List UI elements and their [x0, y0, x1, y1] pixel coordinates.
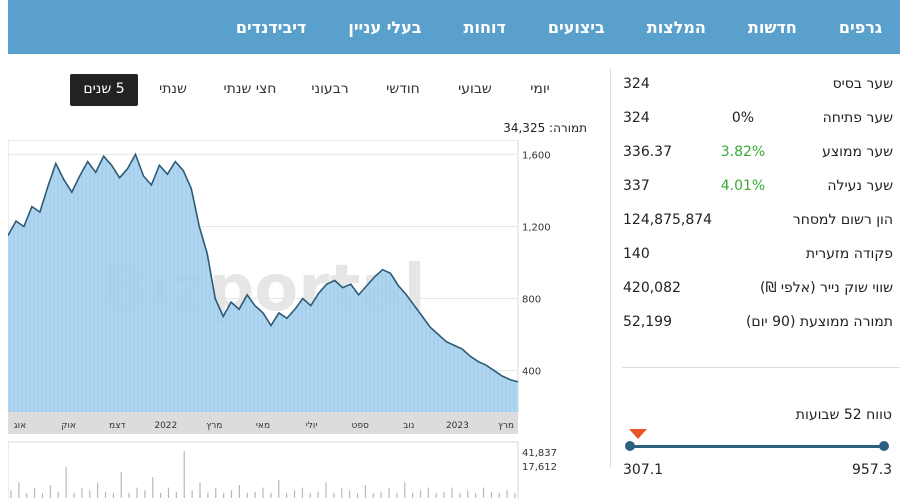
tab-half-yearly[interactable]: חצי שנתי	[223, 81, 277, 97]
stat-value: 420,082	[623, 280, 681, 296]
nav-item-performance[interactable]: ביצועים	[547, 17, 605, 37]
y-tick-label: 1,600	[522, 150, 551, 161]
stats-panel: שער בסיס 324 שער פתיחה 0% 324 שער ממוצע …	[610, 68, 900, 468]
stat-value: 324	[623, 110, 650, 126]
x-tick-label: ספט	[352, 421, 369, 431]
x-tick-label: יולי	[306, 421, 318, 431]
price-area	[8, 154, 518, 412]
stat-average-rate: שער ממוצע 3.82% 336.37	[611, 136, 900, 170]
x-tick-label: מרץ	[498, 421, 514, 431]
stat-change: 3.82%	[720, 144, 766, 160]
stat-change: 4.01%	[720, 178, 766, 194]
stat-value: 336.37	[623, 144, 672, 160]
nav-item-charts[interactable]: גרפים	[838, 17, 882, 37]
tab-daily[interactable]: יומי	[530, 81, 550, 97]
stat-label: שער נעילה	[827, 178, 893, 194]
range-max-value: 957.3	[852, 462, 893, 478]
x-tick-label: דצמ	[109, 421, 125, 431]
price-chart[interactable]: Bizportal 1,600 1,200 800 400 אוג אוק דצמ 2022…	[7, 139, 558, 499]
tab-monthly[interactable]: חודשי	[386, 81, 420, 97]
range-min-value: 307.1	[623, 462, 664, 478]
stat-value: 52,199	[623, 314, 672, 330]
y-axis: 1,600 1,200 800 400	[522, 150, 551, 377]
stat-label: הון רשום למסחר	[792, 212, 893, 228]
nav-item-reports[interactable]: דוחות	[463, 17, 506, 37]
y-tick-label: 400	[522, 367, 541, 378]
volume-frame	[7, 441, 519, 499]
stat-value: 324	[623, 76, 650, 92]
stat-value: 124,875,874	[623, 212, 713, 228]
volume-tick-label: 41,837	[522, 448, 557, 459]
stat-change: 0%	[731, 110, 755, 126]
range-current-marker	[629, 429, 648, 439]
nav-item-stakeholders[interactable]: בעלי עניין	[348, 17, 422, 37]
y-tick-label: 800	[522, 295, 541, 306]
turnover-label: תמורה: 34,325	[503, 121, 587, 135]
tab-weekly[interactable]: שבועי	[458, 81, 492, 97]
stat-market-cap: שווי שוק נייר (אלפי ₪) 420,082	[611, 272, 900, 306]
x-axis-band	[8, 412, 518, 434]
stat-base-rate: שער בסיס 324	[611, 68, 900, 102]
price-area-hatch	[9, 159, 515, 412]
x-tick-label: מרץ	[206, 421, 222, 431]
price-line	[7, 152, 519, 383]
top-nav: גרפים חדשות המלצות ביצועים דוחות בעלי ענ…	[8, 0, 900, 54]
divider	[622, 367, 900, 368]
stat-registered-capital: הון רשום למסחר 124,875,874	[611, 204, 900, 238]
stat-label: שער בסיס	[832, 76, 893, 92]
y-tick-label: 1,200	[522, 222, 551, 233]
nav-item-news[interactable]: חדשות	[747, 17, 797, 37]
x-tick-label: אוק	[61, 421, 76, 431]
stat-label: שער ממוצע	[822, 144, 893, 160]
x-tick-label: נוב	[403, 421, 414, 431]
range-52-bar	[625, 441, 889, 451]
stat-value: 337	[623, 178, 650, 194]
stat-value: 140	[623, 246, 650, 262]
x-tick-label: אוג	[14, 421, 26, 431]
stat-label: תמורה ממוצעת (90 יום)	[745, 314, 893, 330]
stat-label: פקודה מזערית	[805, 246, 893, 262]
range-min-dot	[625, 441, 635, 451]
x-axis: אוג אוק דצמ 2022 מרץ מאי יולי ספט נוב 2023 מרץ	[14, 421, 514, 431]
volume-axis: 41,837 17,612	[522, 448, 557, 473]
nav-item-recommendations[interactable]: המלצות	[646, 17, 706, 37]
x-tick-label: 2022	[154, 421, 177, 431]
tab-quarterly[interactable]: רבעוני	[311, 81, 349, 97]
x-tick-label: 2023	[446, 421, 469, 431]
volume-tick-label: 17,612	[522, 462, 557, 473]
stat-close-rate: שער נעילה 4.01% 337	[611, 170, 900, 204]
stat-min-order: פקודה מזערית 140	[611, 238, 900, 272]
period-tabs: יומי שבועי חודשי רבעוני חצי שנתי שנתי 5 …	[60, 74, 560, 106]
x-tick-label: מאי	[256, 421, 270, 431]
tab-5-years[interactable]: 5 שנים	[70, 74, 138, 106]
nav-item-dividends[interactable]: דיבידנדים	[235, 17, 307, 37]
volume-bars	[10, 451, 516, 498]
stat-open-rate: שער פתיחה 0% 324	[611, 102, 900, 136]
stat-label: שווי שוק נייר (אלפי ₪)	[759, 280, 893, 296]
stat-avg-turnover: תמורה ממוצעת (90 יום) 52,199	[611, 306, 900, 340]
range-52-title: טווח 52 שבועות	[795, 407, 892, 423]
stat-label: שער פתיחה	[822, 110, 893, 126]
range-max-dot	[879, 441, 889, 451]
tab-yearly[interactable]: שנתי	[159, 81, 187, 97]
